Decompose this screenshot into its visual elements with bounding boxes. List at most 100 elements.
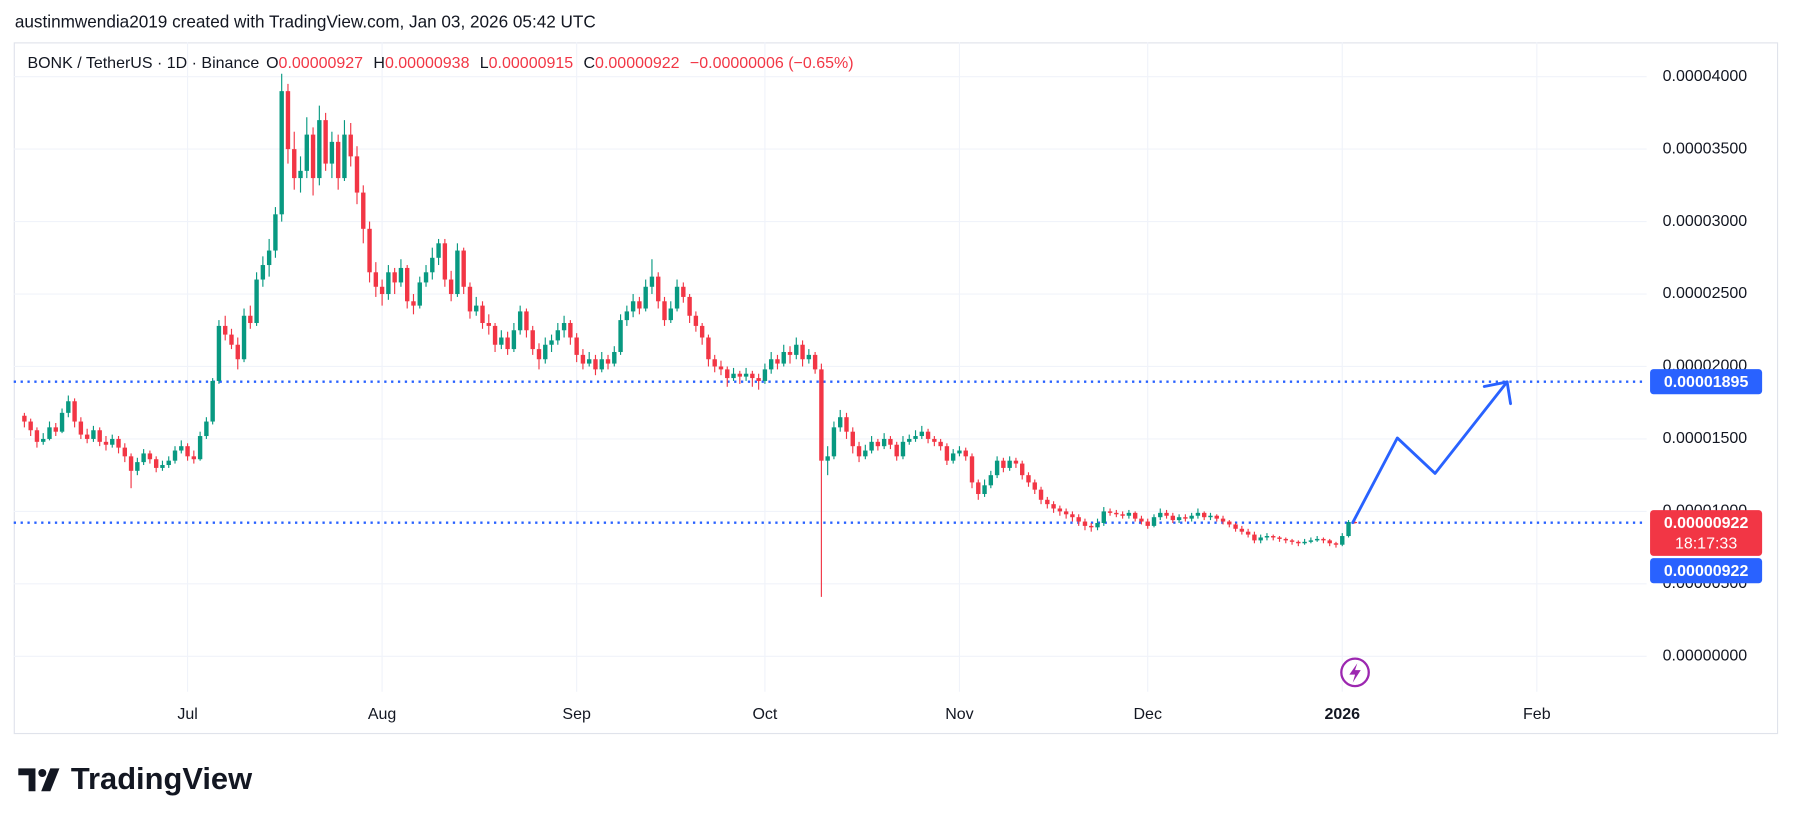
candle-body <box>417 282 422 306</box>
candle-body <box>329 141 335 164</box>
ohlc-key: H <box>373 55 385 72</box>
candle-body <box>656 276 661 302</box>
candle-body <box>292 149 297 179</box>
candle-body <box>536 349 542 360</box>
candle-body <box>122 447 127 457</box>
candle-body <box>881 438 887 447</box>
candle-body <box>1139 518 1144 522</box>
candle-body <box>718 366 724 370</box>
x-tick-label: Feb <box>1523 706 1551 723</box>
candle-body <box>342 134 347 179</box>
candle-body <box>254 279 259 324</box>
candle-body <box>612 351 617 364</box>
candle-body <box>1202 512 1207 518</box>
candle-body <box>1227 521 1232 525</box>
candle-body <box>1239 528 1245 532</box>
candles <box>22 73 1358 597</box>
candle-body <box>1057 508 1063 512</box>
chart-frame <box>13 42 1779 735</box>
price-badge-label: 0.00000922 <box>1664 563 1749 580</box>
x-tick-label: Sep <box>562 706 591 723</box>
candle-body <box>379 286 385 295</box>
brand-name: TradingView <box>71 761 253 796</box>
ohlc-key: C <box>583 55 595 72</box>
candle-body <box>662 301 667 321</box>
candle-body <box>825 456 830 461</box>
candle-body <box>863 450 868 457</box>
projection-arrowhead <box>1482 380 1512 406</box>
candle-body <box>474 305 479 312</box>
candle-body <box>850 431 855 447</box>
candle-body <box>781 351 786 364</box>
candle-body <box>1176 517 1182 521</box>
candle-body <box>950 453 956 461</box>
candle-body <box>373 272 379 287</box>
candle-body <box>1352 521 1358 524</box>
candle-body <box>1258 537 1263 541</box>
candle-body <box>317 120 322 179</box>
candle-body <box>1013 460 1019 464</box>
candle-body <box>1220 518 1226 522</box>
candle-body <box>1189 515 1194 519</box>
candle-body <box>543 344 548 360</box>
event-icon[interactable] <box>1340 657 1370 688</box>
candle-body <box>555 330 561 341</box>
candle-body <box>568 323 573 338</box>
candle-body <box>66 401 71 413</box>
candle-body <box>1063 511 1069 515</box>
candle-body <box>787 351 793 355</box>
candle-body <box>398 267 404 283</box>
candle-body <box>618 320 623 352</box>
candle-body <box>1076 517 1081 522</box>
legend: BONK / TetherUS · 1D · Binance O0.0000092… <box>27 55 853 72</box>
candle-body <box>22 415 27 422</box>
candle-body <box>103 441 109 445</box>
candle-body <box>599 359 604 370</box>
candle-body <box>153 459 159 468</box>
candle-body <box>461 250 466 287</box>
candle-body <box>517 311 523 331</box>
candle-body <box>492 325 498 345</box>
candle-body <box>1114 512 1119 515</box>
candle-body <box>593 359 598 370</box>
candle-body <box>185 446 190 457</box>
candle-body <box>266 250 272 266</box>
candle-body <box>323 120 328 164</box>
x-tick-label: 2026 <box>1324 706 1360 723</box>
candle-body <box>812 354 818 370</box>
candle-body <box>586 359 592 364</box>
ohlc-key: L <box>480 55 489 72</box>
price-badge <box>1650 369 1763 395</box>
ohlc-value: 0.00000922 <box>595 55 680 72</box>
candle-body <box>91 430 96 439</box>
candle-body <box>511 330 517 350</box>
candle-body <box>41 438 46 442</box>
candle-body <box>59 412 65 432</box>
candle-body <box>248 315 253 324</box>
candle-body <box>28 421 33 431</box>
candle-body <box>147 453 153 460</box>
candle-body <box>1001 460 1006 468</box>
logo-mark-dot <box>38 768 47 778</box>
candle-body <box>367 228 372 273</box>
candle-body <box>888 438 893 445</box>
symbol-info: BONK / TetherUS · 1D · Binance <box>27 55 259 72</box>
candle-body <box>800 344 805 360</box>
candle-body <box>838 417 843 428</box>
candle-body <box>1007 460 1012 468</box>
candle-body <box>1158 512 1163 518</box>
ohlc-value: 0.00000927 <box>279 55 364 72</box>
candle-body <box>1277 537 1282 539</box>
candle-body <box>712 359 717 367</box>
candle-body <box>1252 534 1257 541</box>
brand-logo: TradingView <box>18 761 253 796</box>
event-bolt[interactable] <box>1349 663 1361 683</box>
candle-body <box>969 456 975 483</box>
candle-body <box>737 373 743 377</box>
candle-body <box>743 373 749 377</box>
candle-body <box>1051 504 1056 509</box>
candle-body <box>1333 543 1339 545</box>
candle-body <box>285 91 291 150</box>
candle-body <box>831 427 837 457</box>
legend-text: BONK / TetherUS · 1D · Binance O0.0000092… <box>27 55 853 72</box>
